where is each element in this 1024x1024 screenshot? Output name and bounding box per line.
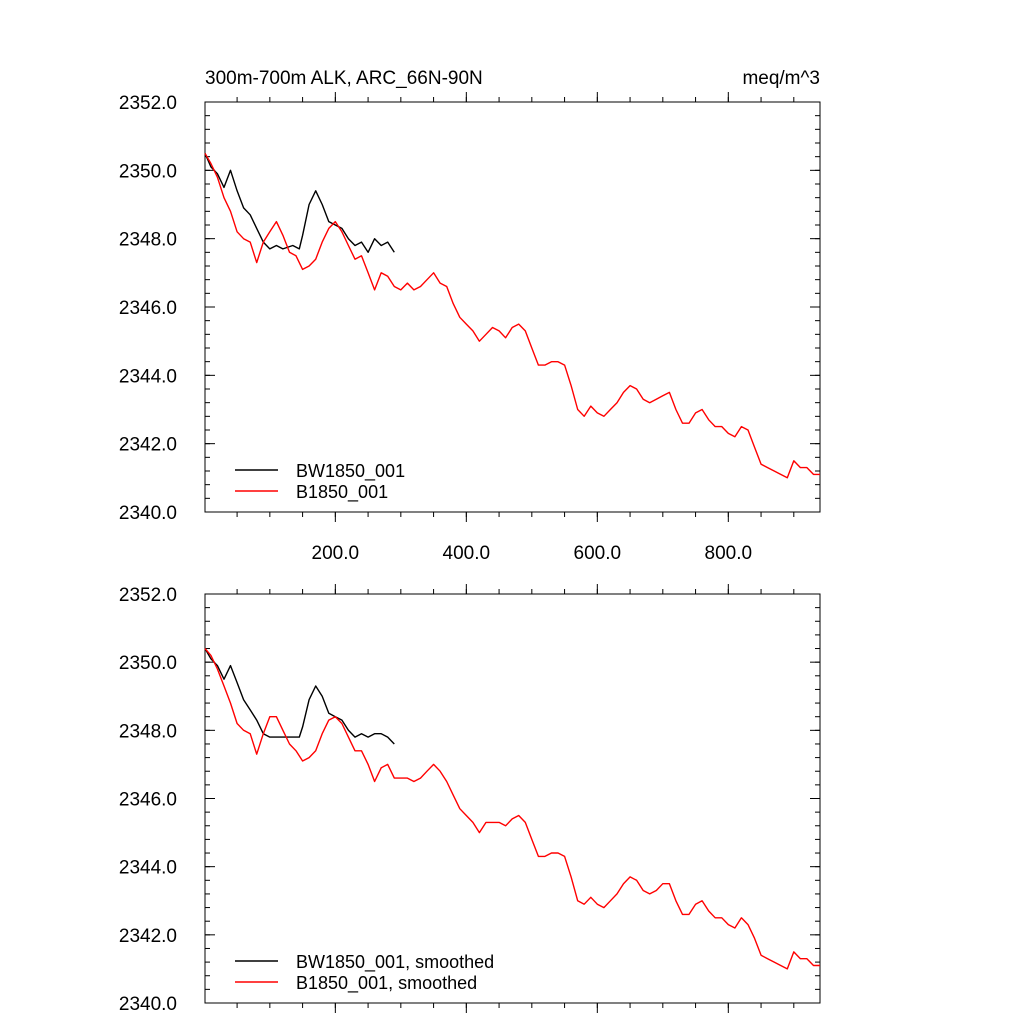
y-tick-label: 2340.0 bbox=[119, 503, 177, 524]
y-tick-label: 2344.0 bbox=[119, 366, 177, 387]
plot-frame bbox=[204, 593, 821, 1004]
plot-frame bbox=[204, 101, 821, 513]
series-line-bw1850 bbox=[204, 648, 395, 745]
legend-label: BW1850_001, smoothed bbox=[296, 952, 494, 973]
y-tick-label: 2352.0 bbox=[119, 93, 177, 114]
series-line-b1850 bbox=[204, 648, 820, 970]
bottom-panel: 2340.0 2342.0 2344.0 2346.0 2348.0 2350.0 2352… bbox=[119, 584, 821, 1015]
legend-label: B1850_001, smoothed bbox=[296, 973, 477, 994]
y-tick-label: 2348.0 bbox=[119, 721, 177, 742]
chart-title: 300m-700m ALK, ARC_66N-90N bbox=[205, 68, 483, 89]
y-tick-label: 2350.0 bbox=[119, 653, 177, 674]
x-tick-label: 600.0 bbox=[574, 543, 622, 564]
x-tick-label: 200.0 bbox=[312, 543, 360, 564]
top-panel: 2340.0 2342.0 2344.0 2346.0 2348.0 2350.0 2352… bbox=[119, 92, 821, 564]
y-tick-label: 2346.0 bbox=[119, 298, 177, 319]
y-tick-label: 2346.0 bbox=[119, 790, 177, 811]
series-line-b1850 bbox=[204, 152, 820, 479]
x-tick-label: 400.0 bbox=[443, 543, 491, 564]
y-tick-label: 2342.0 bbox=[119, 435, 177, 456]
y-tick-label: 2352.0 bbox=[119, 585, 177, 606]
legend-label: B1850_001 bbox=[296, 482, 388, 503]
y-tick-label: 2344.0 bbox=[119, 858, 177, 879]
chart-units: meq/m^3 bbox=[742, 68, 820, 89]
y-tick-label: 2340.0 bbox=[119, 994, 177, 1015]
y-tick-label: 2350.0 bbox=[119, 161, 177, 182]
x-tick-label: 800.0 bbox=[705, 543, 753, 564]
y-tick-label: 2348.0 bbox=[119, 230, 177, 251]
y-tick-label: 2342.0 bbox=[119, 926, 177, 947]
legend-label: BW1850_001 bbox=[296, 461, 405, 482]
series-line-bw1850 bbox=[204, 153, 395, 254]
